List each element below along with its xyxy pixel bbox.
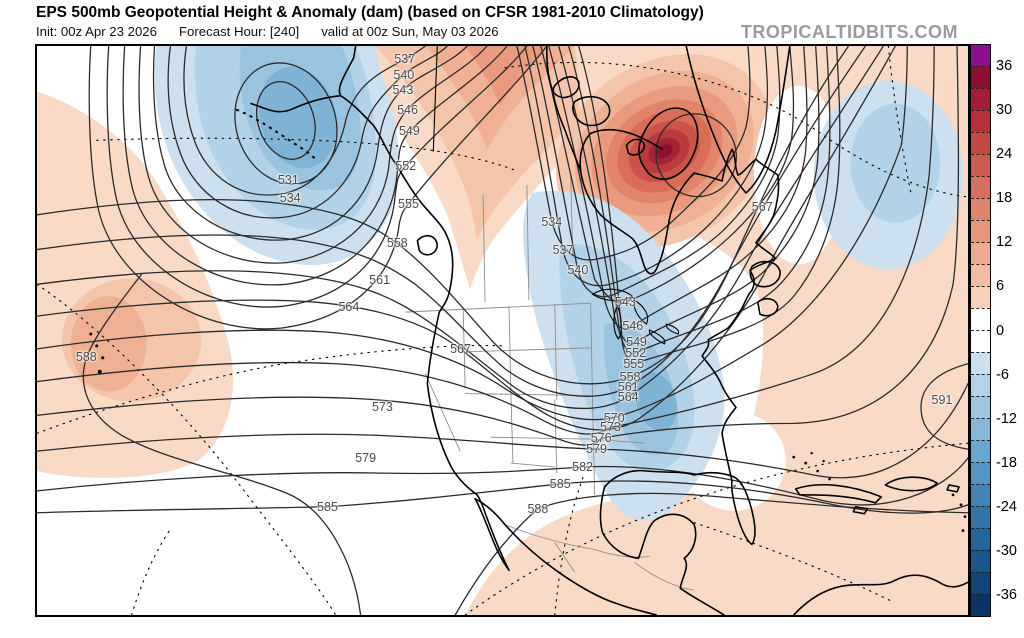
colorbar-tick: 18 [996,190,1013,207]
colorbar-cell [971,110,990,132]
great-lakes [591,288,680,345]
colorbar-cell [971,176,990,198]
colorbar-cell [971,132,990,154]
colorbar-cell [971,550,990,572]
colorbar-tick: -18 [996,454,1017,471]
colorbar-tick-labels: 36 30 24 18 12 6 0 -6 -12 -18 -24 -30 -36 [996,44,1024,617]
map-graphic [37,46,968,615]
height-contours [37,46,968,615]
colorbar-cell [971,418,990,440]
colorbar-cell [971,352,990,374]
colorbar-tick: 12 [996,234,1013,251]
init-time: Init: 00z Apr 23 2026 [36,24,157,39]
colorbar-cell [971,396,990,418]
colorbar-cell [971,484,990,506]
colorbar-cell [971,308,990,330]
colorbar-tick: -36 [996,586,1017,603]
colorbar-tick: 24 [996,146,1013,163]
island-dots [89,332,967,532]
coastlines [250,46,968,615]
colorbar-tick: 36 [996,58,1013,75]
init-forecast-line: Init: 00z Apr 23 2026 Forecast Hour: [240… [36,24,521,39]
colorbar-tick: -6 [996,366,1009,383]
colorbar-cell [971,220,990,242]
colorbar-tick: 0 [996,322,1005,339]
colorbar-cell [971,154,990,176]
colorbar-cell [971,594,990,616]
page-title: EPS 500mb Geopotential Height & Anomaly … [36,4,704,21]
colorbar-cell [971,462,990,484]
colorbar-cell [971,45,990,66]
colorbar-cell [971,440,990,462]
anomaly-colorbar [970,44,991,617]
colorbar-tick: -12 [996,410,1017,427]
graticule [37,46,968,615]
colorbar-tick: -30 [996,542,1017,559]
colorbar-cell [971,506,990,528]
colorbar-cell [971,374,990,396]
colorbar-tick: 6 [996,278,1005,295]
colorbar-cell [971,66,990,88]
valid-time: valid at 00z Sun, May 03 2026 [321,24,499,39]
forecast-hour: Forecast Hour: [240] [178,24,300,39]
colorbar-cell [971,330,990,352]
colorbar-cell [971,528,990,550]
colorbar-cell [971,264,990,286]
colorbar-cell [971,88,990,110]
colorbar-tick: -24 [996,498,1017,515]
colorbar-cell [971,286,990,308]
colorbar-tick: 30 [996,102,1013,119]
tropicaltidbits-watermark: TROPICALTIDBITS.COM [740,22,958,42]
map-canvas[interactable]: 531 534 537 540 543 546 549 552 555 558 561 564 567 5… [35,44,970,617]
colorbar-cell [971,572,990,594]
colorbar-cell [971,198,990,220]
colorbar-cell [971,242,990,264]
